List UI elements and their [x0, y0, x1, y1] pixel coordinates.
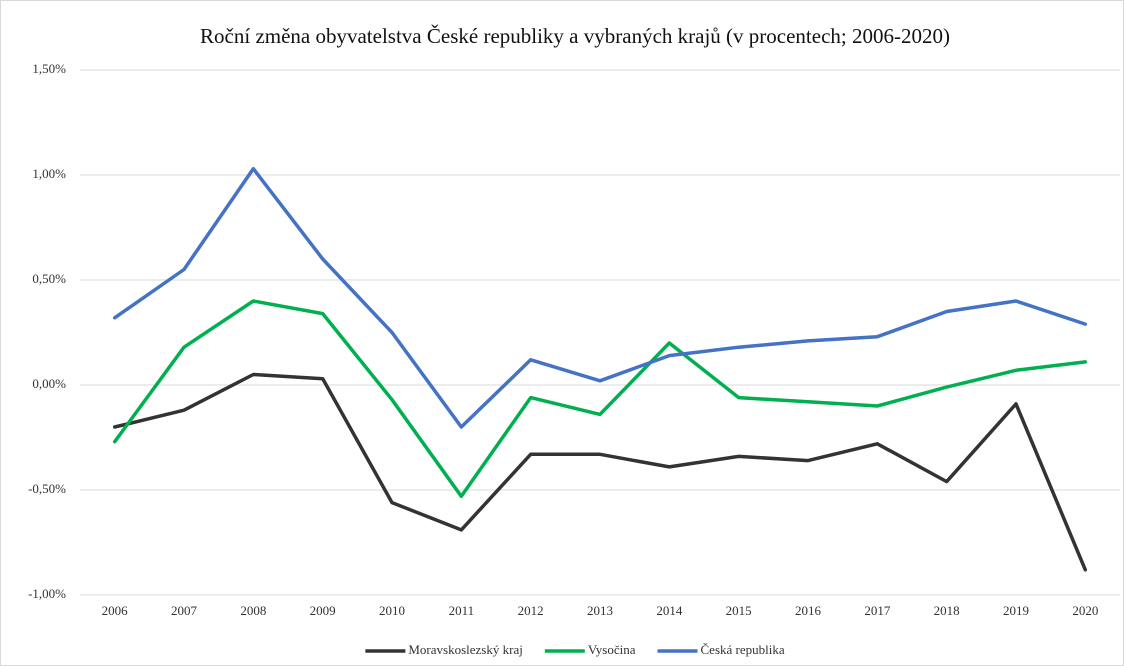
y-tick-label: 1,50%	[32, 61, 66, 76]
x-tick-label: 2015	[726, 603, 752, 618]
x-tick-label: 2014	[656, 603, 683, 618]
legend-label: Česká republika	[701, 642, 785, 657]
x-tick-label: 2016	[795, 603, 822, 618]
y-tick-label: 1,00%	[32, 166, 66, 181]
x-tick-label: 2019	[1003, 603, 1029, 618]
chart-title: Roční změna obyvatelstva České republiky…	[200, 24, 950, 48]
x-tick-label: 2010	[379, 603, 405, 618]
y-tick-label: -0,50%	[28, 481, 66, 496]
x-tick-label: 2018	[934, 603, 960, 618]
x-tick-label: 2012	[518, 603, 544, 618]
x-tick-label: 2007	[171, 603, 198, 618]
x-tick-label: 2011	[449, 603, 475, 618]
legend-label: Moravskoslezský kraj	[408, 642, 522, 657]
x-tick-label: 2009	[310, 603, 336, 618]
x-tick-label: 2017	[864, 603, 891, 618]
y-tick-label: 0,00%	[32, 376, 66, 391]
series-line	[112, 299, 1088, 499]
legend-label: Vysočina	[588, 642, 636, 657]
series-line	[112, 372, 1088, 572]
x-tick-label: 2013	[587, 603, 613, 618]
x-tick-label: 2020	[1072, 603, 1098, 618]
x-tick-label: 2008	[240, 603, 266, 618]
series-line	[112, 166, 1088, 429]
y-tick-label: 0,50%	[32, 271, 66, 286]
y-tick-label: -1,00%	[28, 586, 66, 601]
x-tick-label: 2006	[102, 603, 129, 618]
